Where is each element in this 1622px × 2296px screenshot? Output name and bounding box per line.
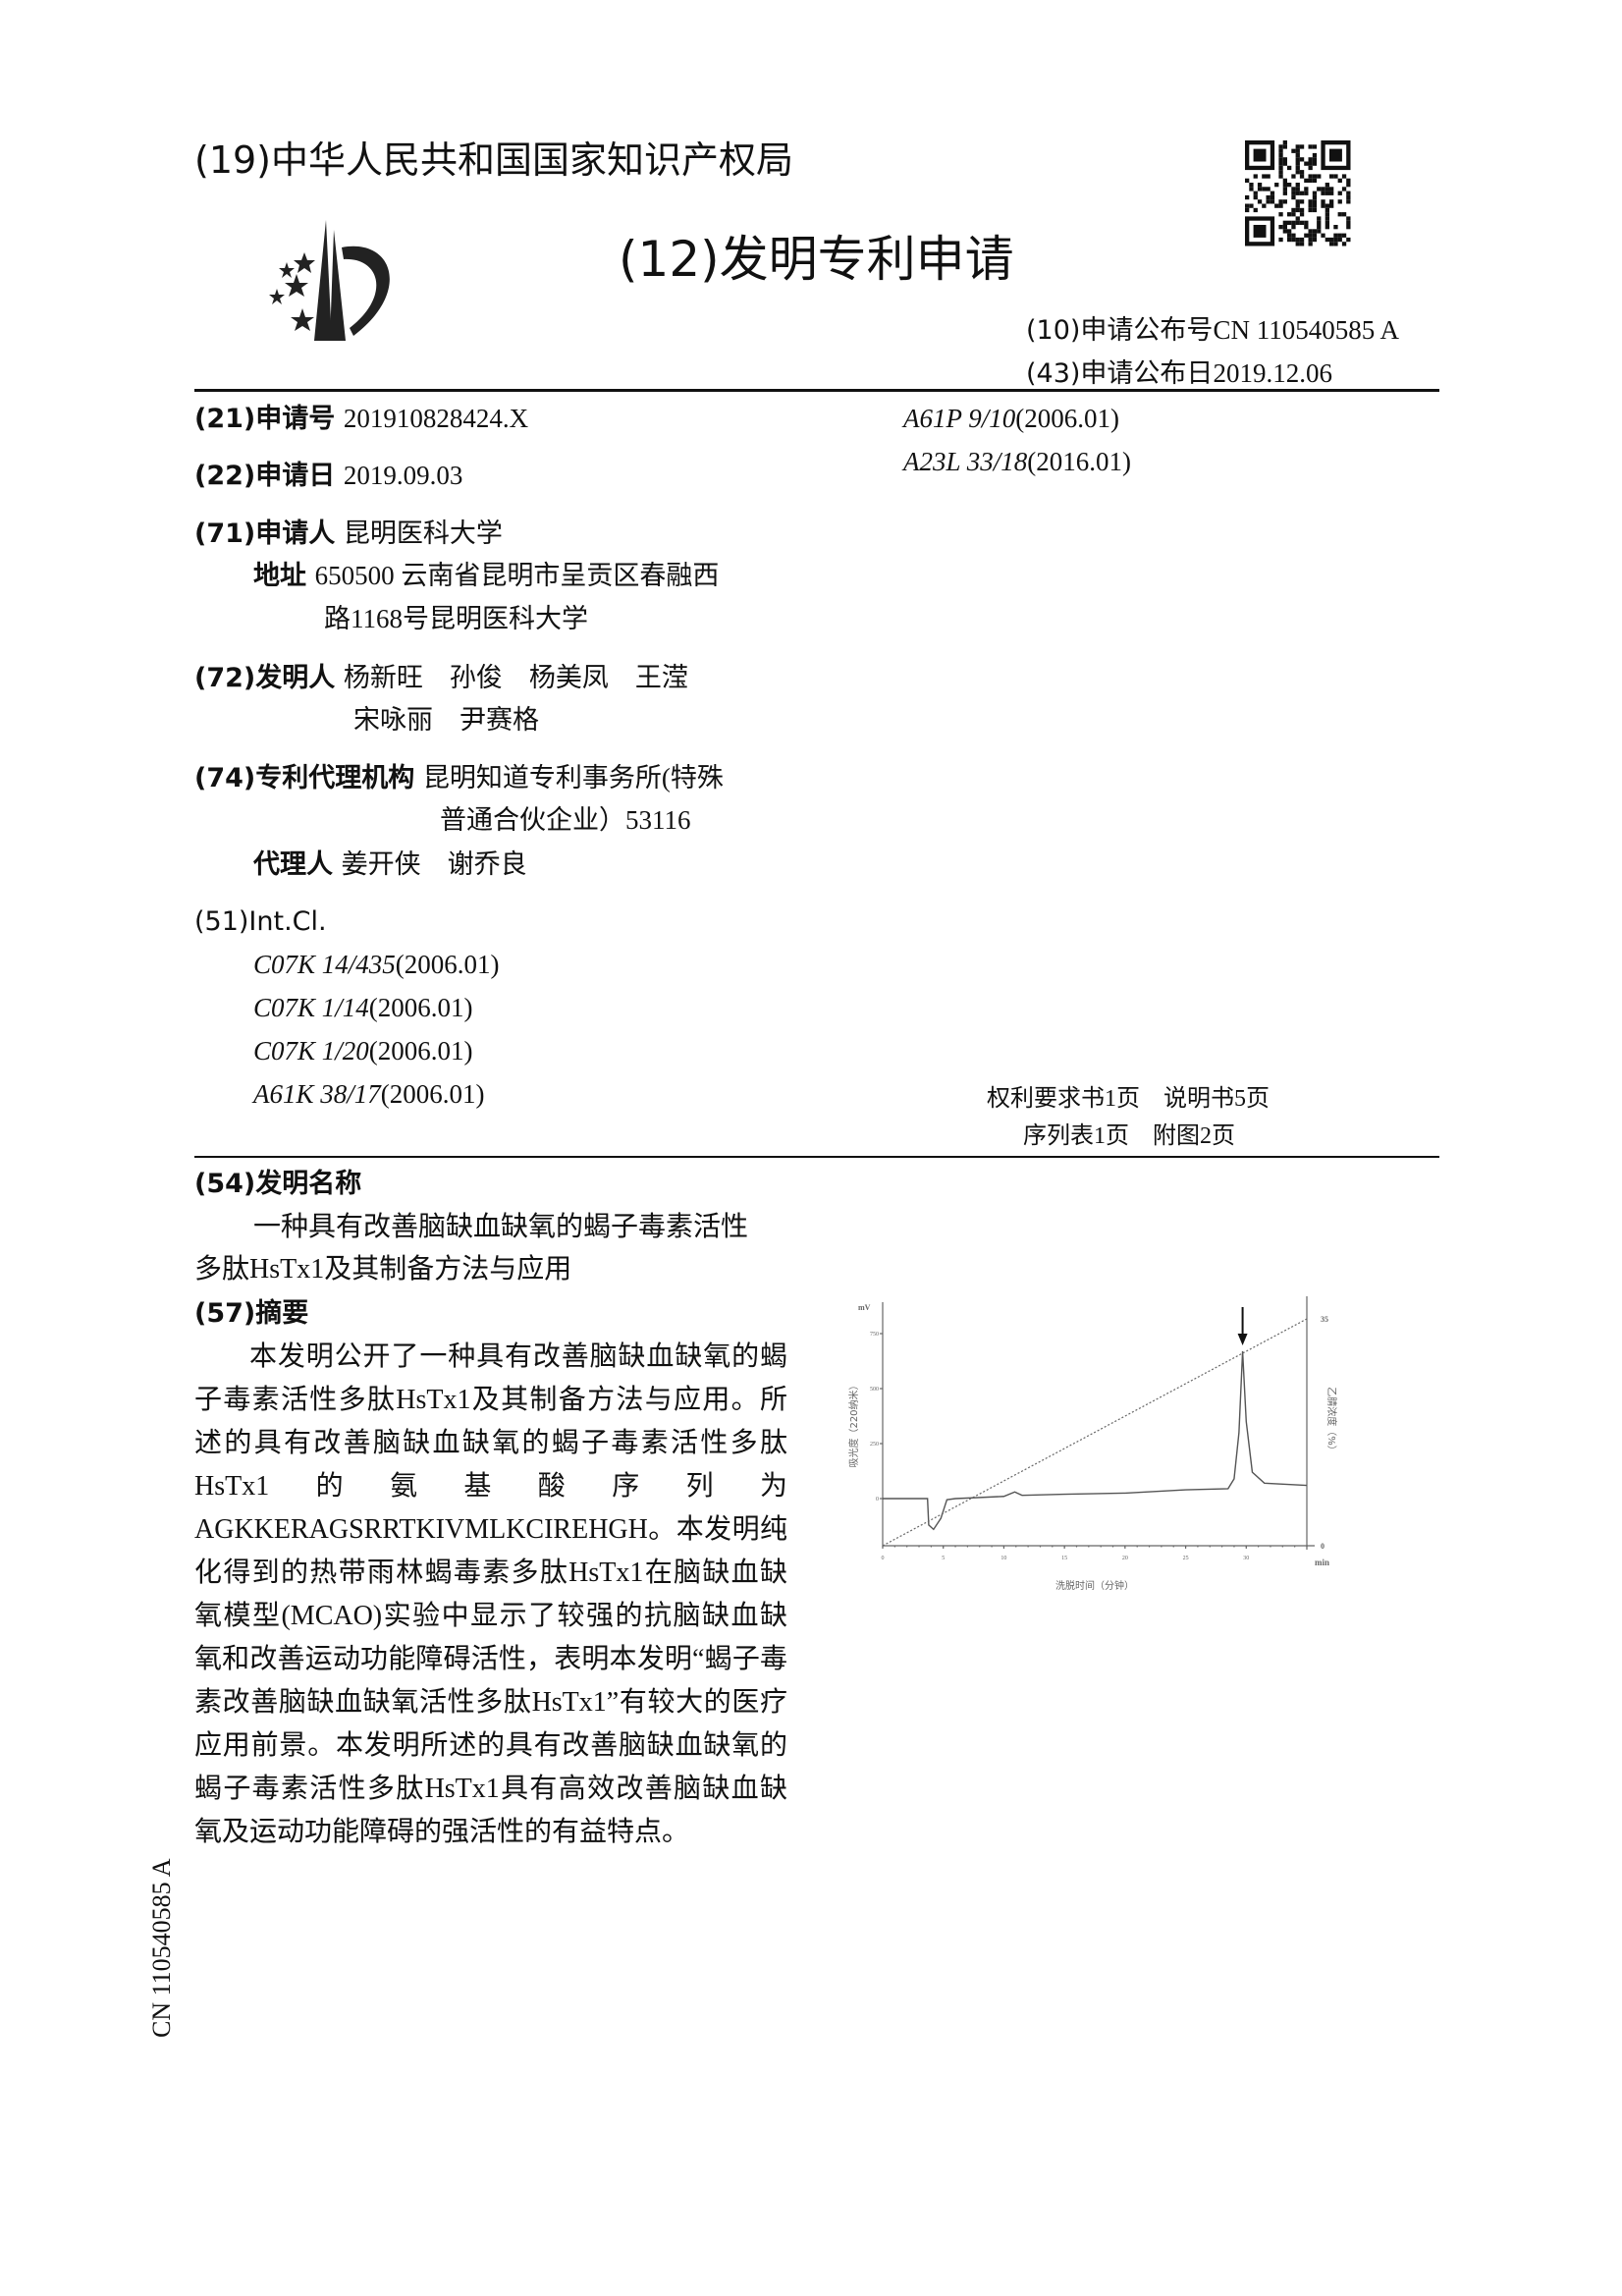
code: A61K 38/17 — [253, 1079, 381, 1109]
intcl-item: A61P 9/10(2006.01) — [903, 401, 1119, 437]
applicant: (71)申请人 昆明医科大学 — [194, 516, 503, 552]
code: C07K 1/14 — [253, 993, 369, 1022]
section-divider — [194, 1156, 1439, 1158]
patent-agency: (74)专利代理机构 昆明知道专利事务所(特殊 — [194, 760, 724, 796]
peak-arrow-head — [1237, 1334, 1248, 1345]
publication-date: (43)申请公布日2019.12.06 — [1026, 352, 1332, 390]
x-axis-title: 洗脱时间（分钟） — [1055, 1579, 1134, 1592]
publication-number: (10)申请公布号CN 110540585 A — [1026, 308, 1399, 347]
y-unit-label: mV — [858, 1303, 871, 1312]
office-name: (19)中华人民共和国国家知识产权局 — [194, 138, 794, 182]
value: 昆明知道专利事务所(特殊 — [422, 763, 724, 793]
inventors: (72)发明人 杨新旺 孙俊 杨美凤 王滢 — [194, 660, 688, 696]
label: 代理人 — [253, 849, 333, 880]
publication-number-label: (10)申请公布号 — [1026, 315, 1214, 346]
x-tick-label: 15 — [1061, 1556, 1067, 1561]
agents: 代理人 姜开侠 谢乔良 — [253, 847, 527, 883]
code: C07K 14/435 — [253, 950, 396, 979]
invention-title-line2: 多肽HsTx1及其制备方法与应用 — [194, 1254, 572, 1285]
qr-code — [1245, 140, 1351, 246]
intcl-item: C07K 14/435(2006.01) — [253, 947, 500, 983]
value: 2019.09.03 — [343, 461, 463, 490]
y-tick-label: 0 — [876, 1497, 879, 1503]
y-tick-label: 250 — [870, 1442, 879, 1448]
page-counts-line1: 权利要求书1页 说明书5页 — [987, 1086, 1270, 1112]
intcl-item: A23L 33/18(2016.01) — [903, 444, 1131, 480]
label: (74)专利代理机构 — [194, 763, 415, 793]
x-unit-label: min — [1315, 1558, 1329, 1567]
side-publication-number: CN 110540585 A — [147, 1858, 176, 2039]
abstract-text: 本发明公开了一种具有改善脑缺血缺氧的蝎子毒素活性多肽HsTx1及其制备方法与应用… — [194, 1341, 787, 1847]
label: (72)发明人 — [194, 663, 336, 693]
y2-axis-title: 乙腈浓度（%） — [1325, 1387, 1338, 1455]
label: 地址 — [253, 561, 306, 591]
title-label: (54)发明名称 — [194, 1169, 362, 1199]
version: (2006.01) — [368, 993, 473, 1022]
address: 地址 650500 云南省昆明市呈贡区春融西 — [253, 558, 719, 594]
version: (2016.01) — [1027, 447, 1132, 476]
y2-tick-label: 35 — [1321, 1315, 1328, 1324]
page-counts-line2: 序列表1页 附图2页 — [1023, 1123, 1235, 1149]
x-tick-label: 25 — [1183, 1556, 1189, 1561]
x-tick-label: 5 — [942, 1556, 945, 1561]
abstract-body: 本发明公开了一种具有改善脑缺血缺氧的蝎子毒素活性多肽HsTx1及其制备方法与应用… — [194, 1336, 787, 1854]
value: 杨新旺 孙俊 杨美凤 王滢 — [343, 663, 688, 692]
version: (2006.01) — [1015, 404, 1119, 433]
absorbance-trace — [883, 1350, 1308, 1531]
code: A23L 33/18 — [903, 447, 1028, 476]
patent-agency-line2: 普通合伙企业）53116 — [440, 805, 691, 835]
label: (21)申请号 — [194, 404, 336, 434]
header-divider — [194, 389, 1439, 392]
version: (2006.01) — [395, 950, 500, 979]
invention-title-line1: 一种具有改善脑缺血缺氧的蝎子毒素活性 — [253, 1212, 749, 1242]
intcl-item: C07K 1/20(2006.01) — [253, 1033, 473, 1069]
document-type-title: (12)发明专利申请 — [619, 231, 1014, 288]
y2-tick-label: 0 — [1321, 1542, 1325, 1551]
y-axis-title: 吸光度（220纳米） — [847, 1380, 860, 1467]
value: 昆明医科大学 — [343, 519, 503, 548]
y-tick-label: 750 — [870, 1332, 879, 1338]
abstract-label: (57)摘要 — [194, 1298, 309, 1329]
value: 201910828424.X — [343, 404, 529, 433]
publication-number-value: CN 110540585 A — [1213, 315, 1399, 345]
publication-date-label: (43)申请公布日 — [1026, 358, 1214, 389]
application-date: (22)申请日 2019.09.03 — [194, 458, 462, 494]
label: (71)申请人 — [194, 519, 336, 549]
publication-date-value: 2019.12.06 — [1213, 358, 1332, 388]
code: A61P 9/10 — [903, 404, 1016, 433]
code: C07K 1/20 — [253, 1036, 369, 1066]
intcl-label: (51)Int.Cl. — [194, 906, 327, 937]
hplc-chromatogram: 0 5 10 15 20 25 30 0 250 500 750 0 35 mV min 吸光度（220纳米）… — [847, 1296, 1338, 1592]
y-tick-label: 500 — [870, 1387, 879, 1393]
intcl-item: C07K 1/14(2006.01) — [253, 990, 473, 1026]
gradient-line — [882, 1318, 1308, 1547]
value: 650500 云南省昆明市呈贡区春融西 — [314, 561, 720, 590]
label: (22)申请日 — [194, 461, 336, 491]
value: 姜开侠 谢乔良 — [341, 849, 527, 879]
intcl-item: A61K 38/17(2006.01) — [253, 1076, 485, 1113]
application-number: (21)申请号 201910828424.X — [194, 401, 528, 437]
x-tick-label: 10 — [1000, 1556, 1006, 1561]
cnipa-logo — [269, 220, 390, 341]
version: (2006.01) — [368, 1036, 473, 1066]
x-tick-label: 0 — [882, 1556, 885, 1561]
x-tick-label: 20 — [1122, 1556, 1128, 1561]
x-tick-label: 30 — [1243, 1556, 1249, 1561]
address-line2: 路1168号昆明医科大学 — [324, 604, 588, 633]
inventors-line2: 宋咏丽 尹赛格 — [353, 705, 539, 735]
version: (2006.01) — [380, 1079, 485, 1109]
